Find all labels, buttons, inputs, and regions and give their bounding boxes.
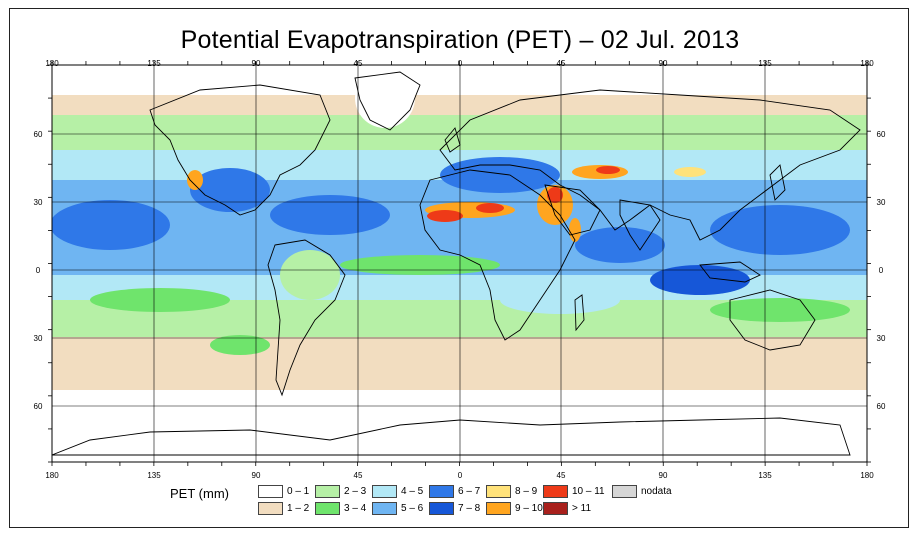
bottom-lon-label: 90	[659, 471, 668, 480]
graticule	[52, 65, 867, 462]
bottom-lon-label: 180	[860, 471, 874, 480]
figure-frame	[9, 8, 909, 528]
bottom-lon-label: 135	[758, 471, 772, 480]
top-lon-label: 90	[659, 59, 668, 68]
top-lon-label: 180	[45, 59, 59, 68]
bottom-lon-labels: 180 135 90 45 0 45 90 135 180	[45, 471, 874, 480]
legend-swatch	[372, 485, 397, 498]
legend-label: 2 – 3	[344, 486, 367, 497]
left-lat-label: 60	[34, 130, 43, 139]
top-lon-label: 180	[860, 59, 874, 68]
legend-label: 1 – 2	[287, 503, 310, 514]
legend-swatch	[372, 502, 397, 515]
legend-swatch	[315, 502, 340, 515]
bottom-lon-label: 180	[45, 471, 59, 480]
bottom-lon-label: 45	[354, 471, 363, 480]
top-lon-label: 90	[252, 59, 261, 68]
legend-label: 0 – 1	[287, 486, 310, 497]
map-title: Potential Evapotranspiration (PET) – 02 …	[180, 26, 740, 54]
bottom-lon-label: 0	[458, 471, 463, 480]
legend-swatch	[543, 485, 568, 498]
coastlines	[52, 71, 861, 456]
legend-swatch	[315, 485, 340, 498]
left-lat-label: 30	[34, 198, 43, 207]
legend-swatch	[543, 502, 568, 515]
right-lat-labels: 60 30 0 30 60	[877, 130, 886, 411]
legend-swatch	[429, 485, 454, 498]
tick-marks	[48, 61, 871, 466]
top-lon-labels: 180 135 90 45 0 45 90 135 180	[45, 59, 874, 68]
legend-title: PET (mm)	[170, 486, 229, 501]
legend-swatch	[486, 485, 511, 498]
left-lat-label: 30	[34, 334, 43, 343]
legend-label: 4 – 5	[401, 486, 424, 497]
legend-label: 9 – 10	[515, 503, 543, 514]
left-lat-label: 0	[36, 266, 41, 275]
top-lon-label: 45	[354, 59, 363, 68]
legend-label: nodata	[641, 486, 672, 497]
right-lat-label: 60	[877, 402, 886, 411]
legend-label: 8 – 9	[515, 486, 538, 497]
right-lat-label: 30	[877, 334, 886, 343]
top-lon-label: 45	[557, 59, 566, 68]
bottom-lon-label: 90	[252, 471, 261, 480]
top-lon-label: 0	[458, 59, 463, 68]
legend-swatch	[258, 485, 283, 498]
pet-field	[52, 65, 867, 462]
left-lat-labels: 60 30 0 30 60	[34, 130, 43, 411]
left-lat-label: 60	[34, 402, 43, 411]
legend-swatch	[258, 502, 283, 515]
legend-label: 6 – 7	[458, 486, 481, 497]
right-lat-label: 60	[877, 130, 886, 139]
right-lat-label: 0	[879, 266, 884, 275]
legend-label: 7 – 8	[458, 503, 481, 514]
legend-swatch	[429, 502, 454, 515]
top-lon-label: 135	[758, 59, 772, 68]
legend-swatch	[612, 485, 637, 498]
right-lat-label: 30	[877, 198, 886, 207]
top-lon-label: 135	[147, 59, 161, 68]
legend-swatch	[486, 502, 511, 515]
legend-label: 5 – 6	[401, 503, 424, 514]
legend-label: > 11	[572, 503, 591, 514]
legend-label: 3 – 4	[344, 503, 367, 514]
bottom-lon-label: 45	[557, 471, 566, 480]
legend-label: 10 – 11	[572, 486, 605, 497]
bottom-lon-label: 135	[147, 471, 161, 480]
